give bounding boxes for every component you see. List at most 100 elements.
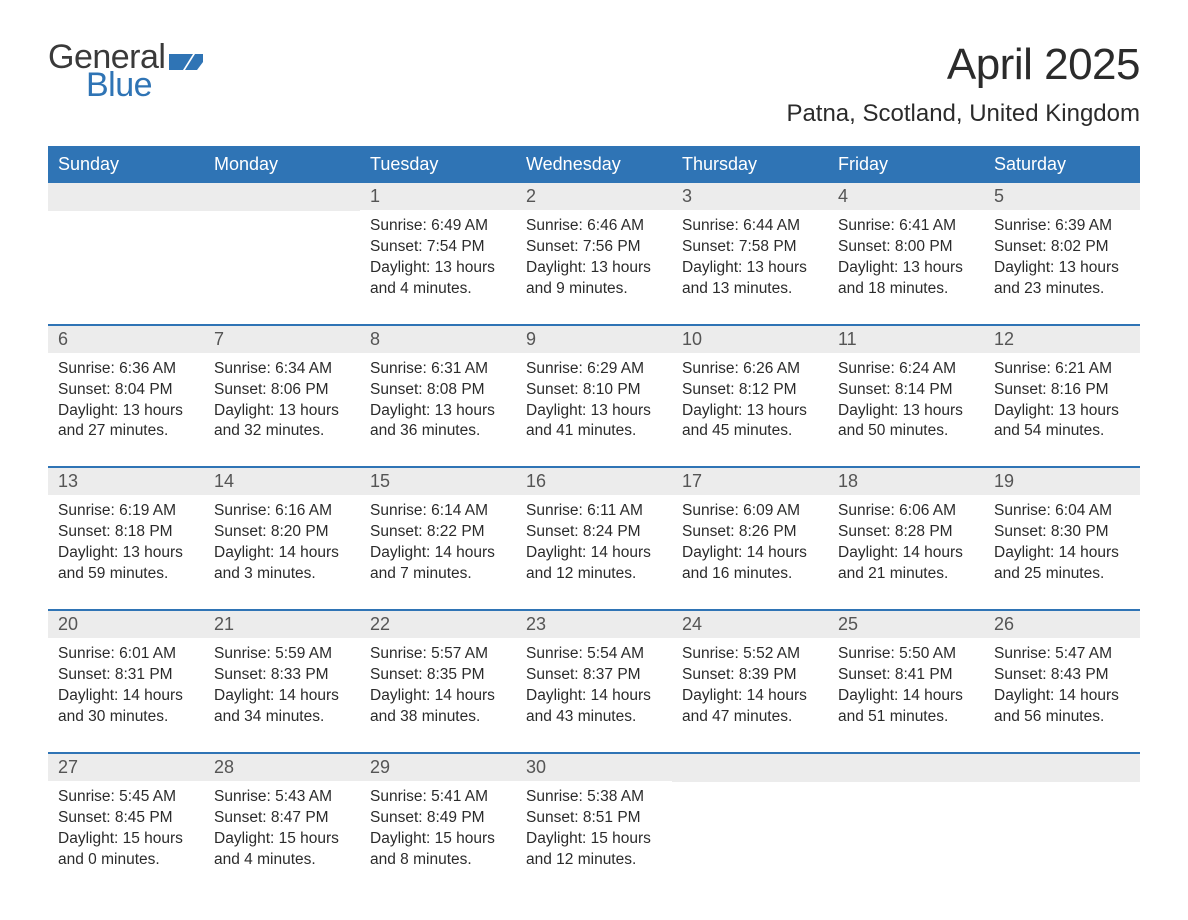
daylight-text: Daylight: 14 hours and 3 minutes. (214, 543, 350, 585)
day-number: 12 (984, 326, 1140, 353)
sunrise-text: Sunrise: 6:31 AM (370, 359, 506, 380)
day-number: 23 (516, 611, 672, 638)
sunrise-text: Sunrise: 6:01 AM (58, 644, 194, 665)
daylight-text: Daylight: 13 hours and 36 minutes. (370, 401, 506, 443)
day-body: Sunrise: 6:26 AMSunset: 8:12 PMDaylight:… (672, 353, 828, 453)
day-cell: 17Sunrise: 6:09 AMSunset: 8:26 PMDayligh… (672, 468, 828, 595)
sunrise-text: Sunrise: 5:38 AM (526, 787, 662, 808)
day-number: 4 (828, 183, 984, 210)
sunset-text: Sunset: 7:54 PM (370, 237, 506, 258)
day-body: Sunrise: 5:47 AMSunset: 8:43 PMDaylight:… (984, 638, 1140, 738)
day-body: Sunrise: 6:04 AMSunset: 8:30 PMDaylight:… (984, 495, 1140, 595)
day-number: 19 (984, 468, 1140, 495)
day-body: Sunrise: 6:41 AMSunset: 8:00 PMDaylight:… (828, 210, 984, 310)
daylight-text: Daylight: 14 hours and 47 minutes. (682, 686, 818, 728)
daylight-text: Daylight: 14 hours and 30 minutes. (58, 686, 194, 728)
dow-cell: Sunday (48, 146, 204, 183)
day-body: Sunrise: 5:52 AMSunset: 8:39 PMDaylight:… (672, 638, 828, 738)
daylight-text: Daylight: 13 hours and 50 minutes. (838, 401, 974, 443)
sunset-text: Sunset: 8:12 PM (682, 380, 818, 401)
day-cell: 19Sunrise: 6:04 AMSunset: 8:30 PMDayligh… (984, 468, 1140, 595)
day-number: 22 (360, 611, 516, 638)
day-number: 30 (516, 754, 672, 781)
day-cell: 15Sunrise: 6:14 AMSunset: 8:22 PMDayligh… (360, 468, 516, 595)
day-body: Sunrise: 6:14 AMSunset: 8:22 PMDaylight:… (360, 495, 516, 595)
week-row: 20Sunrise: 6:01 AMSunset: 8:31 PMDayligh… (48, 609, 1140, 738)
sunrise-text: Sunrise: 6:21 AM (994, 359, 1130, 380)
day-cell: 20Sunrise: 6:01 AMSunset: 8:31 PMDayligh… (48, 611, 204, 738)
day-body: Sunrise: 5:50 AMSunset: 8:41 PMDaylight:… (828, 638, 984, 738)
daylight-text: Daylight: 13 hours and 54 minutes. (994, 401, 1130, 443)
day-cell: 10Sunrise: 6:26 AMSunset: 8:12 PMDayligh… (672, 326, 828, 453)
daylight-text: Daylight: 13 hours and 32 minutes. (214, 401, 350, 443)
sunset-text: Sunset: 8:33 PM (214, 665, 350, 686)
sunrise-text: Sunrise: 5:54 AM (526, 644, 662, 665)
day-cell: 22Sunrise: 5:57 AMSunset: 8:35 PMDayligh… (360, 611, 516, 738)
sunset-text: Sunset: 8:45 PM (58, 808, 194, 829)
day-body: Sunrise: 5:38 AMSunset: 8:51 PMDaylight:… (516, 781, 672, 881)
day-number: 25 (828, 611, 984, 638)
day-number (48, 183, 204, 211)
dow-cell: Friday (828, 146, 984, 183)
day-number: 21 (204, 611, 360, 638)
week-row: 6Sunrise: 6:36 AMSunset: 8:04 PMDaylight… (48, 324, 1140, 453)
daylight-text: Daylight: 13 hours and 13 minutes. (682, 258, 818, 300)
day-number: 17 (672, 468, 828, 495)
sunset-text: Sunset: 8:47 PM (214, 808, 350, 829)
daylight-text: Daylight: 13 hours and 41 minutes. (526, 401, 662, 443)
daylight-text: Daylight: 15 hours and 8 minutes. (370, 829, 506, 871)
sunset-text: Sunset: 8:49 PM (370, 808, 506, 829)
sunset-text: Sunset: 8:16 PM (994, 380, 1130, 401)
daylight-text: Daylight: 13 hours and 27 minutes. (58, 401, 194, 443)
day-number: 26 (984, 611, 1140, 638)
day-body: Sunrise: 6:36 AMSunset: 8:04 PMDaylight:… (48, 353, 204, 453)
day-body: Sunrise: 5:45 AMSunset: 8:45 PMDaylight:… (48, 781, 204, 881)
sunset-text: Sunset: 7:56 PM (526, 237, 662, 258)
day-cell: 7Sunrise: 6:34 AMSunset: 8:06 PMDaylight… (204, 326, 360, 453)
day-body: Sunrise: 6:46 AMSunset: 7:56 PMDaylight:… (516, 210, 672, 310)
day-body: Sunrise: 6:39 AMSunset: 8:02 PMDaylight:… (984, 210, 1140, 310)
daylight-text: Daylight: 14 hours and 21 minutes. (838, 543, 974, 585)
sunrise-text: Sunrise: 6:24 AM (838, 359, 974, 380)
day-cell: 2Sunrise: 6:46 AMSunset: 7:56 PMDaylight… (516, 183, 672, 310)
day-body: Sunrise: 6:16 AMSunset: 8:20 PMDaylight:… (204, 495, 360, 595)
sunrise-text: Sunrise: 6:06 AM (838, 501, 974, 522)
day-body: Sunrise: 6:01 AMSunset: 8:31 PMDaylight:… (48, 638, 204, 738)
weeks-container: 1Sunrise: 6:49 AMSunset: 7:54 PMDaylight… (48, 183, 1140, 880)
day-cell: 23Sunrise: 5:54 AMSunset: 8:37 PMDayligh… (516, 611, 672, 738)
day-body: Sunrise: 5:59 AMSunset: 8:33 PMDaylight:… (204, 638, 360, 738)
sunset-text: Sunset: 8:18 PM (58, 522, 194, 543)
header-region: General Blue April 2025 Patna, Scotland,… (48, 40, 1140, 128)
day-number: 1 (360, 183, 516, 210)
day-number: 8 (360, 326, 516, 353)
daylight-text: Daylight: 14 hours and 7 minutes. (370, 543, 506, 585)
dow-cell: Saturday (984, 146, 1140, 183)
day-number: 14 (204, 468, 360, 495)
day-cell: 21Sunrise: 5:59 AMSunset: 8:33 PMDayligh… (204, 611, 360, 738)
daylight-text: Daylight: 14 hours and 34 minutes. (214, 686, 350, 728)
sunrise-text: Sunrise: 5:41 AM (370, 787, 506, 808)
sunrise-text: Sunrise: 6:41 AM (838, 216, 974, 237)
day-cell: 1Sunrise: 6:49 AMSunset: 7:54 PMDaylight… (360, 183, 516, 310)
sunset-text: Sunset: 8:31 PM (58, 665, 194, 686)
day-body: Sunrise: 6:24 AMSunset: 8:14 PMDaylight:… (828, 353, 984, 453)
day-cell: 16Sunrise: 6:11 AMSunset: 8:24 PMDayligh… (516, 468, 672, 595)
sunset-text: Sunset: 8:37 PM (526, 665, 662, 686)
sunset-text: Sunset: 8:41 PM (838, 665, 974, 686)
sunrise-text: Sunrise: 5:57 AM (370, 644, 506, 665)
day-cell-blank (828, 754, 984, 881)
day-cell: 29Sunrise: 5:41 AMSunset: 8:49 PMDayligh… (360, 754, 516, 881)
day-body: Sunrise: 6:31 AMSunset: 8:08 PMDaylight:… (360, 353, 516, 453)
title-block: April 2025 Patna, Scotland, United Kingd… (786, 40, 1140, 128)
day-cell-blank (672, 754, 828, 881)
sunrise-text: Sunrise: 6:11 AM (526, 501, 662, 522)
day-number: 7 (204, 326, 360, 353)
sunset-text: Sunset: 8:39 PM (682, 665, 818, 686)
month-title: April 2025 (786, 40, 1140, 90)
day-cell: 5Sunrise: 6:39 AMSunset: 8:02 PMDaylight… (984, 183, 1140, 310)
day-body: Sunrise: 6:49 AMSunset: 7:54 PMDaylight:… (360, 210, 516, 310)
day-cell: 3Sunrise: 6:44 AMSunset: 7:58 PMDaylight… (672, 183, 828, 310)
day-body: Sunrise: 6:34 AMSunset: 8:06 PMDaylight:… (204, 353, 360, 453)
sunset-text: Sunset: 8:28 PM (838, 522, 974, 543)
daylight-text: Daylight: 13 hours and 59 minutes. (58, 543, 194, 585)
